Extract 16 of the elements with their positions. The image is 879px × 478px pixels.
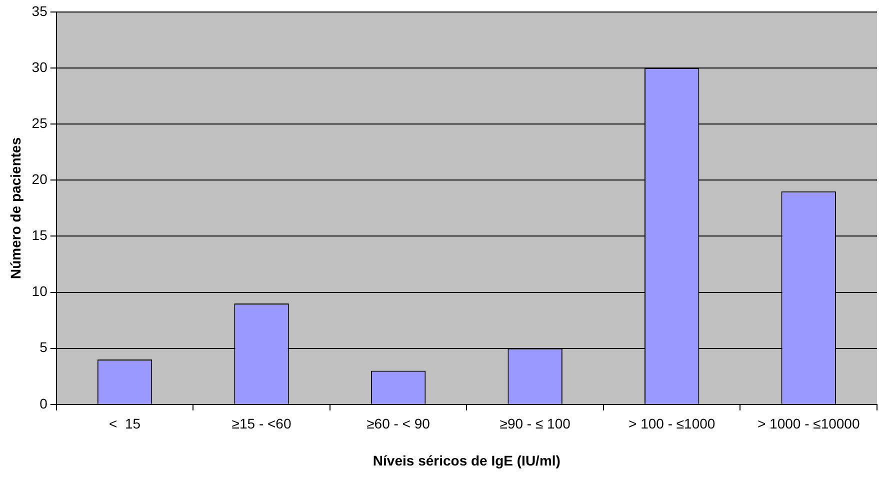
x-tick-label: ≥60 - < 90: [366, 416, 430, 432]
y-tick-label: 35: [32, 2, 48, 19]
x-tick-label: < 15: [108, 416, 141, 432]
x-tick-label: > 1000 - ≤10000: [757, 416, 860, 432]
y-tick-label: 15: [32, 227, 48, 244]
y-axis-title: Número de pacientes: [7, 137, 24, 280]
y-tick-label: 5: [40, 339, 48, 356]
y-tick-label: 20: [32, 171, 48, 188]
x-axis-title: Níveis séricos de IgE (IU/ml): [372, 452, 560, 468]
x-tick-label: ≥15 - <60: [232, 416, 292, 432]
x-tick-label: ≥90 - ≤ 100: [500, 416, 571, 432]
y-tick-label: 0: [40, 395, 48, 412]
y-tick-label: 10: [32, 283, 48, 300]
y-tick-label: 25: [32, 114, 48, 131]
y-tick-label: 30: [32, 58, 48, 75]
x-tick-label: > 100 - ≤1000: [628, 416, 716, 432]
